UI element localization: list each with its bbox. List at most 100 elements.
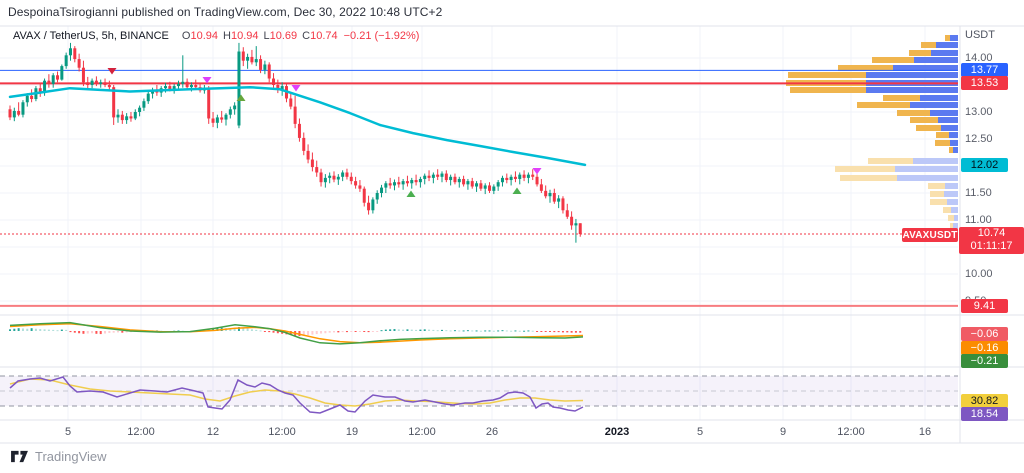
tradingview-watermark[interactable]: TradingView (10, 449, 107, 464)
candle-body (444, 173, 448, 181)
macd-histogram-bar (17, 328, 20, 331)
volume-profile-bar (944, 191, 958, 197)
volume-profile-bar (866, 72, 958, 78)
price-badge: −0.21 (961, 354, 1008, 368)
time-tick-label: 12:00 (268, 426, 296, 438)
candle-body (453, 176, 457, 183)
time-tick-label: 2023 (604, 426, 630, 438)
candle-body (94, 80, 98, 84)
volume-profile-bar (909, 50, 931, 56)
macd-histogram-bar (30, 328, 33, 331)
candle-body (56, 75, 60, 80)
macd-histogram-bar (566, 331, 569, 333)
candle-body (483, 185, 487, 189)
time-tick-label: 5 (64, 426, 72, 438)
candle-body (215, 117, 219, 123)
attribution-text: DespoinaTsirogianni published on Trading… (8, 5, 443, 19)
macd-histogram-bar (449, 330, 452, 332)
macd-histogram-bar (52, 329, 55, 331)
macd-signal-line[interactable] (9, 322, 584, 344)
sell-signal-triangle-icon[interactable] (532, 168, 542, 175)
macd-line[interactable] (9, 321, 584, 345)
macd-histogram-bar (492, 330, 495, 332)
volume-profile-bar (928, 183, 945, 189)
macd-histogram-bar (311, 331, 314, 335)
macd-histogram-bar (99, 331, 102, 335)
candle-body (246, 56, 250, 61)
candle-body (328, 175, 332, 178)
macd-histogram-bar (26, 328, 29, 331)
price-tick-label: 13.00 (965, 106, 993, 118)
volume-profile-bar (930, 199, 947, 205)
macd-histogram-bar (328, 331, 331, 333)
candle-body (401, 181, 405, 185)
macd-histogram-bar (315, 331, 318, 335)
macd-histogram-bar (579, 331, 582, 333)
candle-body (151, 90, 155, 94)
candle-body (38, 88, 42, 94)
sell-signal-triangle-icon[interactable] (202, 77, 212, 84)
candle-body (462, 178, 466, 185)
volume-profile-bar (895, 166, 958, 172)
price-scale[interactable]: USDT 14.0013.0012.5011.5011.0010.009.501… (959, 26, 1024, 421)
macd-histogram-bar (389, 329, 392, 331)
candle-body (280, 86, 284, 90)
buy-signal-triangle-icon[interactable] (512, 187, 522, 195)
stoch-d-line[interactable] (9, 378, 584, 407)
candle-body (220, 117, 224, 120)
macd-histogram-bar (501, 330, 504, 332)
time-tick-label: 5 (696, 426, 704, 438)
candle-body (241, 51, 245, 61)
stoch-k-line[interactable] (9, 376, 584, 414)
macd-histogram-bar (488, 330, 491, 332)
candle-body (440, 173, 444, 177)
candle-body (12, 110, 16, 118)
sell-signal-triangle-icon[interactable] (107, 68, 117, 75)
candle-body (168, 86, 172, 90)
price-badge: 18.54 (961, 407, 1008, 421)
candle-body (362, 188, 366, 203)
macd-histogram-bar (570, 331, 573, 333)
macd-histogram-bar (345, 331, 348, 333)
macd-histogram-bar (177, 330, 180, 332)
candle-body (319, 172, 323, 183)
candle-body (25, 95, 29, 103)
buy-signal-triangle-icon[interactable] (236, 94, 246, 102)
macd-histogram-bar (60, 329, 63, 331)
candle-body (367, 202, 371, 211)
price-badge: −0.06 (961, 327, 1008, 341)
candle-body (388, 183, 392, 186)
buy-signal-triangle-icon[interactable] (406, 190, 416, 198)
macd-histogram-bar (380, 330, 383, 332)
candle-body (315, 167, 319, 173)
change-value: −0.21 (−1.92%) (343, 30, 420, 42)
candle-body (211, 118, 215, 123)
macd-histogram-bar (436, 330, 439, 332)
candle-body (116, 114, 120, 118)
macd-histogram-bar (324, 331, 327, 334)
symbol-title[interactable]: AVAX / TetherUS, 5h, BINANCE (13, 30, 169, 42)
candle-body (492, 186, 496, 191)
moving-average-line[interactable] (8, 85, 587, 167)
symbol-price-label: AVAXUSDT (902, 228, 958, 242)
macd-histogram-bar (397, 329, 400, 331)
time-axis[interactable]: 5 12:00 12 12:00 19 12:00 26 2023 5 9 12:00 16 (0, 420, 1024, 444)
macd-histogram-bar (505, 330, 508, 332)
candle-body (142, 101, 146, 108)
price-badge: 9.41 (961, 299, 1008, 313)
macd-histogram-bar (320, 331, 323, 334)
volume-profile-bar (790, 87, 866, 93)
candle-body (254, 59, 258, 63)
candle-body (410, 180, 414, 184)
macd-histogram-bar (549, 331, 551, 332)
sell-signal-triangle-icon[interactable] (291, 85, 301, 92)
volume-profile-bar (866, 87, 958, 93)
candle-body (544, 190, 548, 197)
macd-histogram-bar (13, 328, 16, 331)
volume-profile-bar (951, 207, 958, 213)
candle-body (103, 82, 107, 85)
volume-profile-bar (838, 65, 893, 71)
candle-body (310, 159, 314, 168)
macd-histogram-bar (121, 331, 124, 333)
